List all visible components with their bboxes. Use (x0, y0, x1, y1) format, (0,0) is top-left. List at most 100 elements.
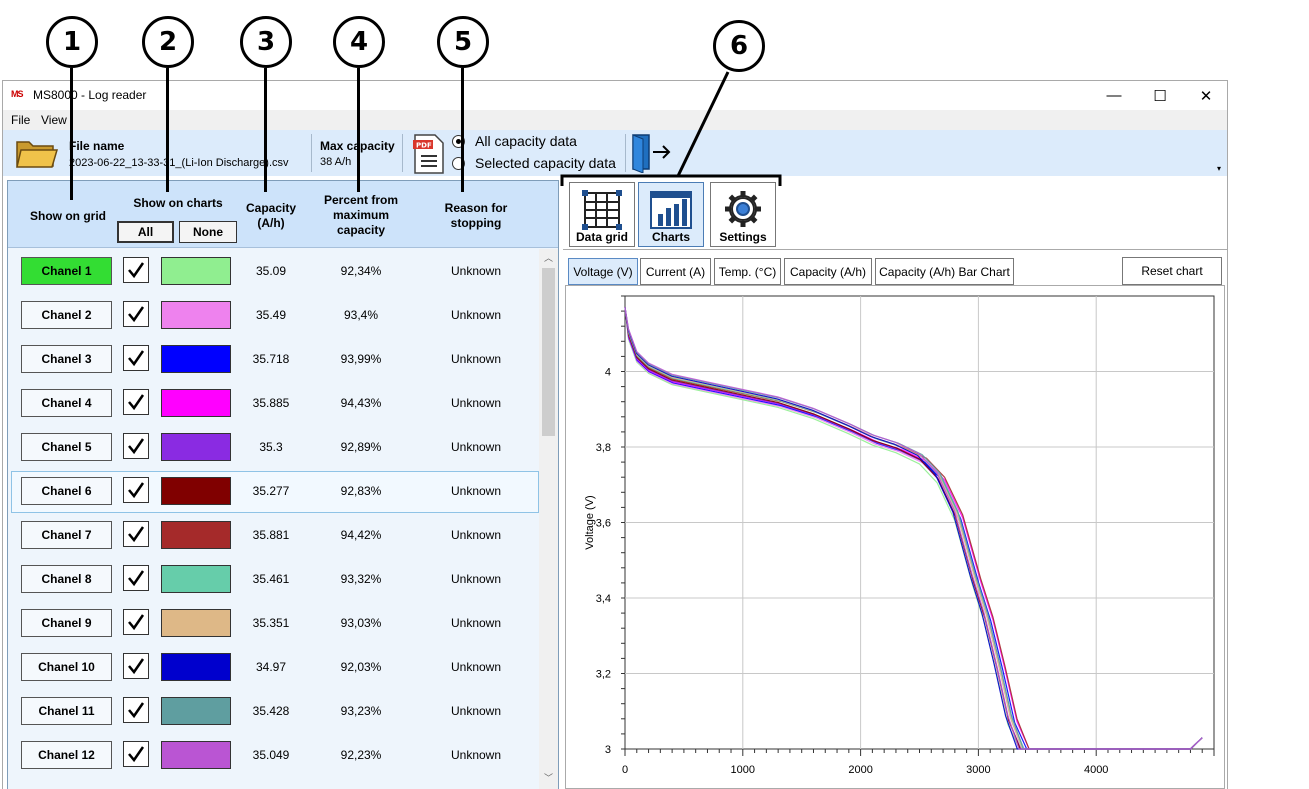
show-on-chart-checkbox[interactable] (123, 301, 149, 327)
table-row[interactable]: Chanel 4 35.885 94,43% Unknown (8, 381, 539, 425)
table-row[interactable]: Chanel 6 35.277 92,83% Unknown (8, 469, 539, 513)
channel-color-swatch[interactable] (161, 433, 231, 461)
close-button[interactable]: ✕ (1199, 87, 1213, 105)
scroll-down-icon[interactable]: ﹀ (544, 773, 554, 783)
show-all-button[interactable]: All (117, 221, 174, 243)
channel-color-swatch[interactable] (161, 477, 231, 505)
reason-cell: Unknown (450, 704, 502, 718)
show-none-button[interactable]: None (179, 221, 237, 243)
show-on-chart-checkbox[interactable] (123, 257, 149, 283)
grid-scrollbar[interactable]: ︿ ﹀ (539, 249, 558, 789)
channel-color-swatch[interactable] (161, 389, 231, 417)
reason-cell: Unknown (450, 528, 502, 542)
table-row[interactable]: Chanel 3 35.718 93,99% Unknown (8, 337, 539, 381)
minimize-button[interactable]: — (1106, 87, 1122, 104)
table-row[interactable]: Chanel 9 35.351 93,03% Unknown (8, 601, 539, 645)
callout-3: 3 (240, 16, 292, 68)
tab-voltage[interactable]: Voltage (V) (568, 258, 638, 285)
tab-capacity[interactable]: Capacity (A/h) (784, 258, 872, 285)
exit-icon[interactable] (631, 133, 673, 173)
channel-button[interactable]: Chanel 9 (21, 609, 112, 637)
show-on-chart-checkbox[interactable] (123, 345, 149, 371)
scroll-thumb[interactable] (542, 268, 555, 436)
capacity-cell: 35.277 (252, 484, 290, 498)
table-row[interactable]: Chanel 2 35.49 93,4% Unknown (8, 293, 539, 337)
table-row[interactable]: Chanel 10 34.97 92,03% Unknown (8, 645, 539, 689)
show-on-chart-checkbox[interactable] (123, 433, 149, 459)
channel-button[interactable]: Chanel 1 (21, 257, 112, 285)
show-on-chart-checkbox[interactable] (123, 741, 149, 767)
menu-file[interactable]: File (11, 113, 31, 127)
x-tick-label: 4000 (1084, 764, 1108, 776)
reset-chart-button[interactable]: Reset chart (1122, 257, 1222, 285)
table-row[interactable]: Chanel 1 35.09 92,34% Unknown (8, 249, 539, 293)
show-on-chart-checkbox[interactable] (123, 389, 149, 415)
show-on-chart-checkbox[interactable] (123, 609, 149, 635)
channel-button[interactable]: Chanel 2 (21, 301, 112, 329)
channel-color-swatch[interactable] (161, 345, 231, 373)
table-row[interactable]: Chanel 8 35.461 93,32% Unknown (8, 557, 539, 601)
show-on-chart-checkbox[interactable] (123, 521, 149, 547)
show-on-chart-checkbox[interactable] (123, 653, 149, 679)
channel-button[interactable]: Chanel 8 (21, 565, 112, 593)
table-row[interactable]: Chanel 12 35.049 92,23% Unknown (8, 733, 539, 777)
channel-button[interactable]: Chanel 6 (21, 477, 112, 505)
checkmark-icon (128, 350, 145, 367)
channel-button[interactable]: Chanel 10 (21, 653, 112, 681)
toolbar: File name 2023-06-22_13-33-31_(Li-Ion Di… (3, 130, 1227, 176)
maximize-button[interactable]: ☐ (1153, 87, 1167, 105)
channel-color-swatch[interactable] (161, 697, 231, 725)
reason-cell: Unknown (450, 484, 502, 498)
tab-temperature[interactable]: Temp. (°C) (714, 258, 781, 285)
checkmark-icon (128, 614, 145, 631)
percent-cell: 93,99% (340, 352, 382, 366)
view-settings-button[interactable]: Settings (710, 182, 776, 247)
callout-4: 4 (333, 16, 385, 68)
channel-color-swatch[interactable] (161, 521, 231, 549)
x-tick-label: 0 (622, 764, 628, 776)
view-data-grid-button[interactable]: Data grid (569, 182, 635, 247)
bar-chart-icon (650, 191, 692, 229)
channel-button[interactable]: Chanel 4 (21, 389, 112, 417)
channel-color-swatch[interactable] (161, 741, 231, 769)
voltage-chart[interactable]: 0 1000 2000 3000 4000 3 3,2 3,4 3,6 3,8 4 Voltage (… (565, 285, 1225, 789)
gear-icon (725, 191, 761, 227)
toolbar-separator (402, 134, 403, 172)
pdf-export-icon[interactable]: PDF (413, 134, 445, 174)
y-tick-label: 3,2 (596, 669, 611, 681)
header-reason: Reason for stopping (444, 201, 508, 230)
channel-color-swatch[interactable] (161, 257, 231, 285)
channel-button[interactable]: Chanel 7 (21, 521, 112, 549)
percent-cell: 94,42% (340, 528, 382, 542)
table-row[interactable]: Chanel 7 35.881 94,42% Unknown (8, 513, 539, 557)
show-on-chart-checkbox[interactable] (123, 697, 149, 723)
title-bar[interactable]: MS MS8000 - Log reader — ☐ ✕ (3, 81, 1227, 110)
toolbar-overflow-icon[interactable]: ▾ (1217, 164, 1222, 173)
scroll-up-icon[interactable]: ︿ (544, 253, 554, 263)
channel-color-swatch[interactable] (161, 565, 231, 593)
toolbar-separator (311, 134, 312, 172)
channel-button[interactable]: Chanel 5 (21, 433, 112, 461)
view-charts-button[interactable]: Charts (638, 182, 704, 247)
header-show-on-charts: Show on charts (133, 196, 223, 210)
channel-color-swatch[interactable] (161, 301, 231, 329)
channel-button[interactable]: Chanel 3 (21, 345, 112, 373)
grid-icon (582, 190, 622, 230)
tab-current[interactable]: Current (A) (640, 258, 711, 285)
table-row[interactable]: Chanel 11 35.428 93,23% Unknown (8, 689, 539, 733)
tab-capacity-bar-chart[interactable]: Capacity (A/h) Bar Chart (875, 258, 1014, 285)
channel-button[interactable]: Chanel 11 (21, 697, 112, 725)
open-folder-icon[interactable] (15, 136, 59, 170)
voltage-chart-svg[interactable]: 0 1000 2000 3000 4000 3 3,2 3,4 3,6 3,8 4 Voltage (… (566, 286, 1226, 789)
show-on-chart-checkbox[interactable] (123, 565, 149, 591)
window-title: MS8000 - Log reader (33, 88, 147, 102)
channel-color-swatch[interactable] (161, 653, 231, 681)
menu-view[interactable]: View (41, 113, 67, 127)
checkmark-icon (128, 658, 145, 675)
show-on-chart-checkbox[interactable] (123, 477, 149, 503)
capacity-cell: 35.09 (255, 264, 287, 278)
table-row[interactable]: Chanel 5 35.3 92,89% Unknown (8, 425, 539, 469)
channel-button[interactable]: Chanel 12 (21, 741, 112, 769)
reason-cell: Unknown (450, 572, 502, 586)
channel-color-swatch[interactable] (161, 609, 231, 637)
